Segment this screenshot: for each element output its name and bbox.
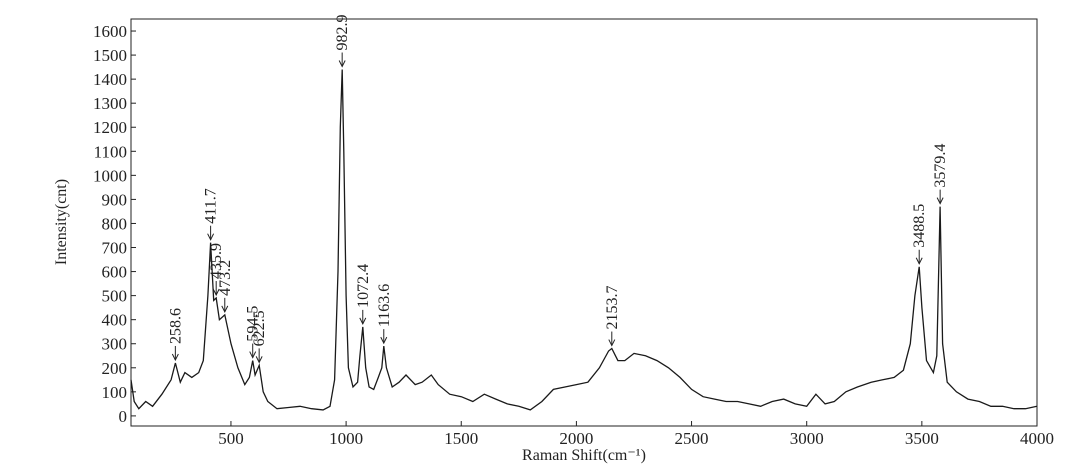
y-tick-label: 1600: [93, 22, 127, 41]
y-tick-label: 1100: [94, 142, 127, 161]
annotation-label: 411.7: [203, 188, 220, 223]
annotation-arrowhead: [212, 288, 220, 297]
x-tick-label: 1500: [444, 429, 478, 448]
y-tick-label: 1000: [93, 166, 127, 185]
annotation-arrowhead: [915, 257, 923, 265]
annotation-arrowhead: [171, 353, 179, 362]
annotation-label: 473.2: [217, 260, 234, 296]
annotation-arrowhead: [338, 60, 346, 68]
y-tick-label: 200: [102, 359, 128, 378]
annotation-label: 1163.6: [376, 284, 393, 327]
x-axis-title: Raman Shift(cm⁻¹): [522, 447, 646, 464]
y-tick-label: 800: [102, 214, 128, 233]
annotation-label: 1072.4: [355, 264, 372, 308]
y-tick-label: 1300: [93, 94, 127, 113]
y-tick-label: 1200: [93, 118, 127, 137]
y-tick-label: 400: [102, 311, 128, 330]
annotation-arrowhead: [359, 317, 367, 326]
x-tick-label: 3500: [905, 429, 939, 448]
x-tick-label: 1000: [329, 429, 363, 448]
x-tick-label: 4000: [1020, 429, 1054, 448]
y-tick-label: 900: [102, 190, 128, 209]
annotation-label: 3579.4: [932, 144, 949, 188]
annotation-label: 982.9: [334, 15, 351, 51]
annotation-label: 622.5: [251, 310, 268, 346]
annotation-label: 258.6: [167, 308, 184, 344]
x-tick-label: 2000: [559, 429, 593, 448]
y-tick-label: 1500: [93, 46, 127, 65]
y-tick-label: 100: [102, 383, 128, 402]
y-tick-label: 500: [102, 287, 128, 306]
annotation-arrowhead: [255, 356, 263, 364]
annotation-arrowhead: [207, 233, 215, 241]
annotation-arrowhead: [221, 305, 229, 313]
annotation-arrowhead: [608, 339, 616, 347]
annotation-arrowhead: [936, 197, 944, 205]
plot-frame: [130, 18, 1038, 427]
y-tick-label: 700: [102, 239, 128, 258]
annotation-label: 594.5: [245, 306, 262, 342]
y-tick-label: 0: [119, 407, 128, 426]
annotation-arrowhead: [249, 351, 257, 359]
x-tick-label: 500: [218, 429, 244, 448]
x-tick-label: 3000: [790, 429, 824, 448]
y-tick-label: 1400: [93, 70, 127, 89]
y-tick-label: 300: [102, 335, 128, 354]
annotation-label: 3488.5: [911, 204, 928, 248]
y-tick-label: 600: [102, 263, 128, 282]
y-axis-title: Intensity(cnt): [53, 179, 70, 265]
spectrum-line: [130, 69, 1038, 411]
annotation-label: 2153.7: [604, 286, 621, 330]
annotation-label: 435.9: [208, 243, 225, 279]
annotation-arrowhead: [380, 336, 388, 345]
x-tick-label: 2500: [675, 429, 709, 448]
